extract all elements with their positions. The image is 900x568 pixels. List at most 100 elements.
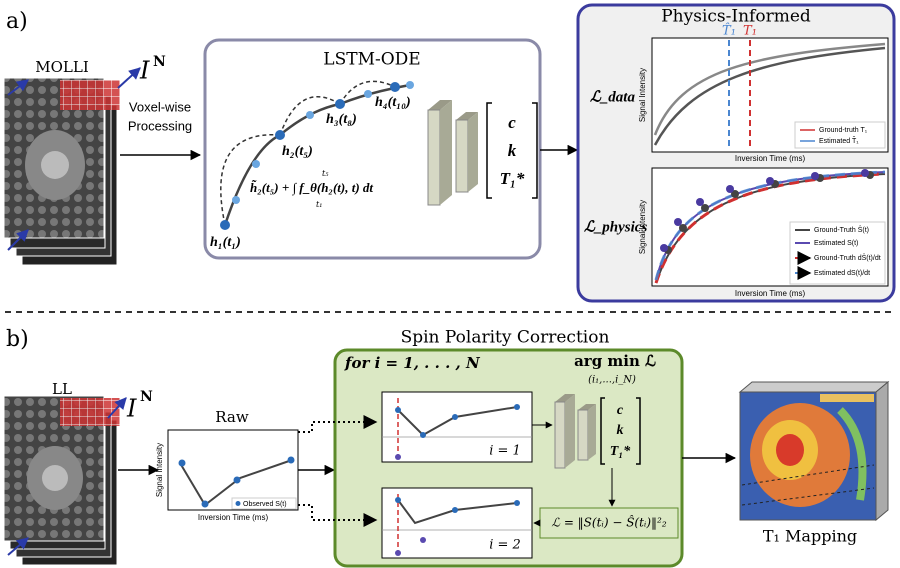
plot-title: Raw	[215, 408, 249, 426]
shape	[440, 100, 452, 205]
shape	[395, 497, 401, 503]
shape	[202, 501, 209, 508]
shape	[179, 460, 186, 467]
shape	[275, 130, 285, 140]
x-label: Inversion Time (ms)	[198, 513, 269, 522]
y-label: Signal Intensity	[155, 443, 164, 497]
shape	[41, 151, 69, 179]
y-label: Signal Intensity	[638, 68, 647, 122]
param: c	[617, 403, 624, 418]
shape	[60, 80, 120, 110]
image-stack	[4, 78, 120, 265]
shape	[766, 177, 774, 185]
shape	[456, 120, 468, 192]
shape	[740, 382, 888, 392]
loop-text: for i = 1, . . . , N	[344, 354, 481, 372]
objective: arg min ℒ	[574, 352, 656, 370]
correction-title: Spin Polarity Correction	[401, 328, 610, 348]
y-label: Signal Intensity	[638, 200, 647, 254]
processing-text: Processing	[128, 118, 192, 133]
shape	[390, 82, 400, 92]
input-symbol: I	[139, 57, 150, 85]
shape	[420, 537, 426, 543]
param: k	[617, 423, 624, 438]
shape	[514, 404, 520, 410]
shape	[288, 457, 295, 464]
marker-label: T₁	[743, 24, 757, 39]
t1-map	[740, 382, 888, 520]
shape	[452, 414, 458, 420]
shape	[395, 550, 401, 556]
hidden-state: h₄(t₁₀)	[375, 95, 411, 110]
integral-upper: t₅	[322, 169, 329, 178]
processing-text: Voxel-wise	[129, 99, 191, 114]
shape	[234, 477, 241, 484]
integral-lower: t₁	[316, 200, 322, 209]
input-label: LL	[52, 380, 72, 398]
hidden-state: h₁(t₁)	[210, 235, 241, 250]
shape	[420, 432, 426, 438]
legend-entry: Estimated dS(t)/dt	[814, 270, 870, 277]
shape	[306, 111, 314, 119]
shape	[660, 244, 668, 252]
shape	[565, 394, 575, 468]
shape	[468, 112, 478, 192]
shape	[861, 169, 869, 177]
param: k	[508, 141, 517, 160]
shape	[406, 81, 414, 89]
input-label: MOLLI	[35, 58, 89, 76]
legend-entry: Estimated S(t)	[814, 240, 858, 247]
shape	[674, 218, 682, 226]
param: c	[508, 113, 516, 132]
shape	[876, 382, 888, 520]
shape	[428, 110, 440, 205]
shape	[252, 160, 260, 168]
loss-formula: ℒ = ‖S(tᵢ) − Ŝ(tᵢ)‖²₂	[551, 514, 666, 530]
shape	[42, 465, 68, 491]
param: T₁*	[500, 169, 525, 188]
hidden-state: h₃(t₈)	[326, 112, 357, 127]
lstm-title: LSTM-ODE	[323, 50, 420, 70]
legend-entry: Observed S(t)	[243, 501, 287, 508]
shape	[726, 185, 734, 193]
shape	[452, 507, 458, 513]
case-label: i = 1	[489, 444, 521, 459]
shape	[364, 90, 372, 98]
shape	[820, 394, 874, 402]
shape	[232, 196, 240, 204]
legend-entry: Ground-Truth Ŝ(t)	[814, 225, 869, 234]
objective-sub: (i₁,...,i_N)	[588, 375, 636, 386]
shape	[811, 172, 819, 180]
shape	[578, 410, 588, 460]
image-stack	[4, 396, 120, 565]
shape	[335, 99, 345, 109]
lstm-box	[205, 40, 540, 258]
output-label: T₁ Mapping	[763, 527, 857, 546]
panel-label: a)	[6, 9, 28, 34]
shape	[555, 402, 565, 468]
input-superscript: N	[153, 54, 166, 70]
shape	[220, 220, 230, 230]
input-superscript: N	[140, 389, 153, 405]
shape	[395, 454, 401, 460]
arrow	[118, 68, 140, 88]
case-label: i = 2	[489, 538, 521, 553]
physics-title: Physics-Informed	[661, 7, 811, 27]
panel-label: b)	[6, 327, 29, 352]
shape	[776, 434, 804, 466]
ode-formula: h̃₂(t₅) + ∫ f_θ(h₂(t), t) dt	[250, 180, 373, 196]
legend-entry: Ground-truth T₁	[819, 127, 868, 134]
legend-entry: Ground-Truth dŜ(t)/dt	[814, 253, 881, 262]
shape	[696, 198, 704, 206]
x-label: Inversion Time (ms)	[735, 289, 806, 298]
shape	[514, 500, 520, 506]
shape	[588, 404, 596, 460]
param: T₁*	[610, 444, 631, 459]
shape	[236, 501, 241, 506]
loss-label: ℒ_data	[590, 89, 635, 105]
legend-entry: Estimated T̂₁	[819, 137, 859, 145]
hidden-state: h₂(t₅)	[282, 144, 313, 159]
x-label: Inversion Time (ms)	[735, 154, 806, 163]
figure: a) MOLLI I N Voxel-wise Processing LSTM-…	[0, 0, 900, 568]
shape	[395, 407, 401, 413]
